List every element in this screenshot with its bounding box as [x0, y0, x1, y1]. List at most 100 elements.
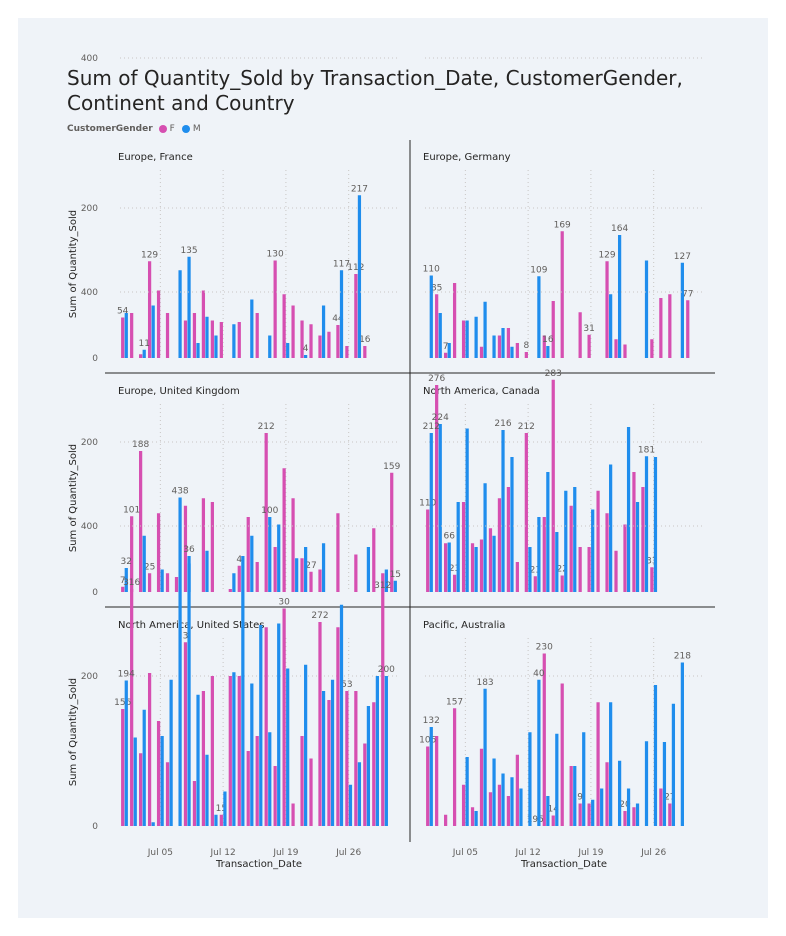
bar-f — [183, 642, 188, 826]
bar-m — [510, 346, 514, 358]
bar-m — [510, 777, 514, 826]
data-label-f: 188 — [132, 440, 149, 450]
y-axis-title: Sum of Quantity_Sold — [68, 210, 79, 318]
bar-m — [160, 736, 164, 826]
data-label-m: 181 — [638, 445, 655, 455]
bar-m — [286, 668, 290, 826]
bar-f — [264, 627, 268, 826]
bar-m — [133, 737, 137, 826]
bar-f — [686, 300, 690, 358]
bar-f — [318, 622, 322, 826]
bar-f — [551, 301, 555, 358]
bar-m — [277, 623, 281, 826]
bar-f — [596, 490, 600, 592]
bar-f — [461, 320, 466, 358]
bar-m — [465, 428, 469, 592]
bar-m — [268, 732, 272, 826]
bar-m — [384, 569, 388, 592]
bar-f — [282, 294, 286, 358]
data-label-m: 127 — [674, 252, 691, 262]
bar-f — [668, 803, 672, 826]
bar-m — [546, 346, 550, 358]
data-label-f: 230 — [536, 643, 553, 653]
bar-f — [309, 758, 313, 826]
bar-f — [345, 691, 349, 826]
x-tick-label: Jul 26 — [640, 848, 666, 858]
data-label-f: 312 — [374, 581, 391, 591]
bar-f — [237, 565, 241, 592]
bar-f — [560, 231, 564, 358]
bar-f — [479, 539, 484, 592]
bar-f — [515, 562, 519, 592]
bar-f — [219, 814, 223, 826]
bar-f — [318, 569, 322, 592]
data-label-m: 164 — [611, 224, 628, 234]
y-tick-label: 400 — [81, 522, 98, 532]
bar-f — [533, 576, 537, 592]
data-label-f: 157 — [446, 697, 463, 707]
data-label-m: 200 — [378, 665, 395, 675]
bar-f — [309, 571, 313, 592]
panel-title: Pacific, Australia — [423, 620, 505, 631]
bar-m — [366, 706, 371, 826]
bar-m — [447, 542, 451, 592]
y-tick-label: 0 — [92, 354, 98, 364]
data-label-f: 27 — [305, 561, 316, 571]
data-label-m: 183 — [476, 678, 493, 688]
x-tick-label: Jul 12 — [515, 848, 541, 858]
legend-title: CustomerGender — [67, 124, 153, 134]
bar-f — [605, 261, 609, 358]
data-label-f: 156 — [114, 698, 131, 708]
data-label-m: 216 — [494, 419, 511, 429]
data-label-m: 117 — [333, 259, 350, 269]
bar-m — [250, 299, 254, 358]
legend-item-m[interactable]: M — [181, 124, 201, 134]
bar-m — [330, 679, 335, 826]
bar-m — [501, 328, 505, 358]
bar-f — [318, 335, 322, 358]
bar-f — [130, 516, 134, 592]
bar-f — [650, 339, 654, 358]
data-label-f: 106 — [419, 736, 436, 746]
legend-label-m: M — [192, 124, 201, 134]
bar-m — [366, 547, 371, 592]
y-tick-label: 200 — [81, 672, 98, 682]
data-label-m: 438 — [171, 487, 188, 497]
legend[interactable]: CustomerGender F M — [67, 124, 204, 134]
data-label-f: 44 — [332, 314, 344, 324]
legend-item-f[interactable]: F — [158, 124, 175, 134]
data-label-f: 23 — [449, 564, 460, 574]
y-axis-title: Sum of Quantity_Sold — [68, 444, 79, 552]
bar-m — [124, 313, 128, 358]
bar-f — [560, 683, 564, 826]
bar-f — [130, 313, 134, 358]
bar-m — [582, 732, 586, 826]
bar-f — [291, 803, 295, 826]
bar-f — [497, 498, 502, 592]
data-label-f: 169 — [554, 220, 571, 230]
bar-f — [452, 283, 457, 358]
bar-m — [429, 275, 433, 358]
bar-m — [537, 679, 541, 826]
bar-f — [524, 433, 528, 592]
bar-f — [165, 573, 170, 592]
bar-f — [587, 547, 591, 592]
data-label-f: 30 — [278, 598, 290, 608]
bar-m — [268, 335, 272, 358]
bar-f — [488, 528, 493, 592]
bar-f — [210, 320, 214, 358]
bar-f — [255, 313, 259, 358]
bar-f — [354, 691, 358, 826]
data-label-m: 100 — [261, 506, 278, 516]
panel-title: Europe, France — [118, 152, 193, 163]
bar-m — [680, 662, 684, 826]
data-label-f: 54 — [117, 307, 129, 317]
bar-f — [452, 708, 457, 826]
data-label-f: 129 — [598, 250, 615, 260]
bar-m — [142, 349, 146, 358]
data-label-f: 16 — [359, 335, 371, 345]
bar-f — [336, 513, 340, 592]
bar-f — [470, 807, 475, 826]
bar-m — [555, 733, 559, 826]
bar-f — [605, 762, 609, 826]
